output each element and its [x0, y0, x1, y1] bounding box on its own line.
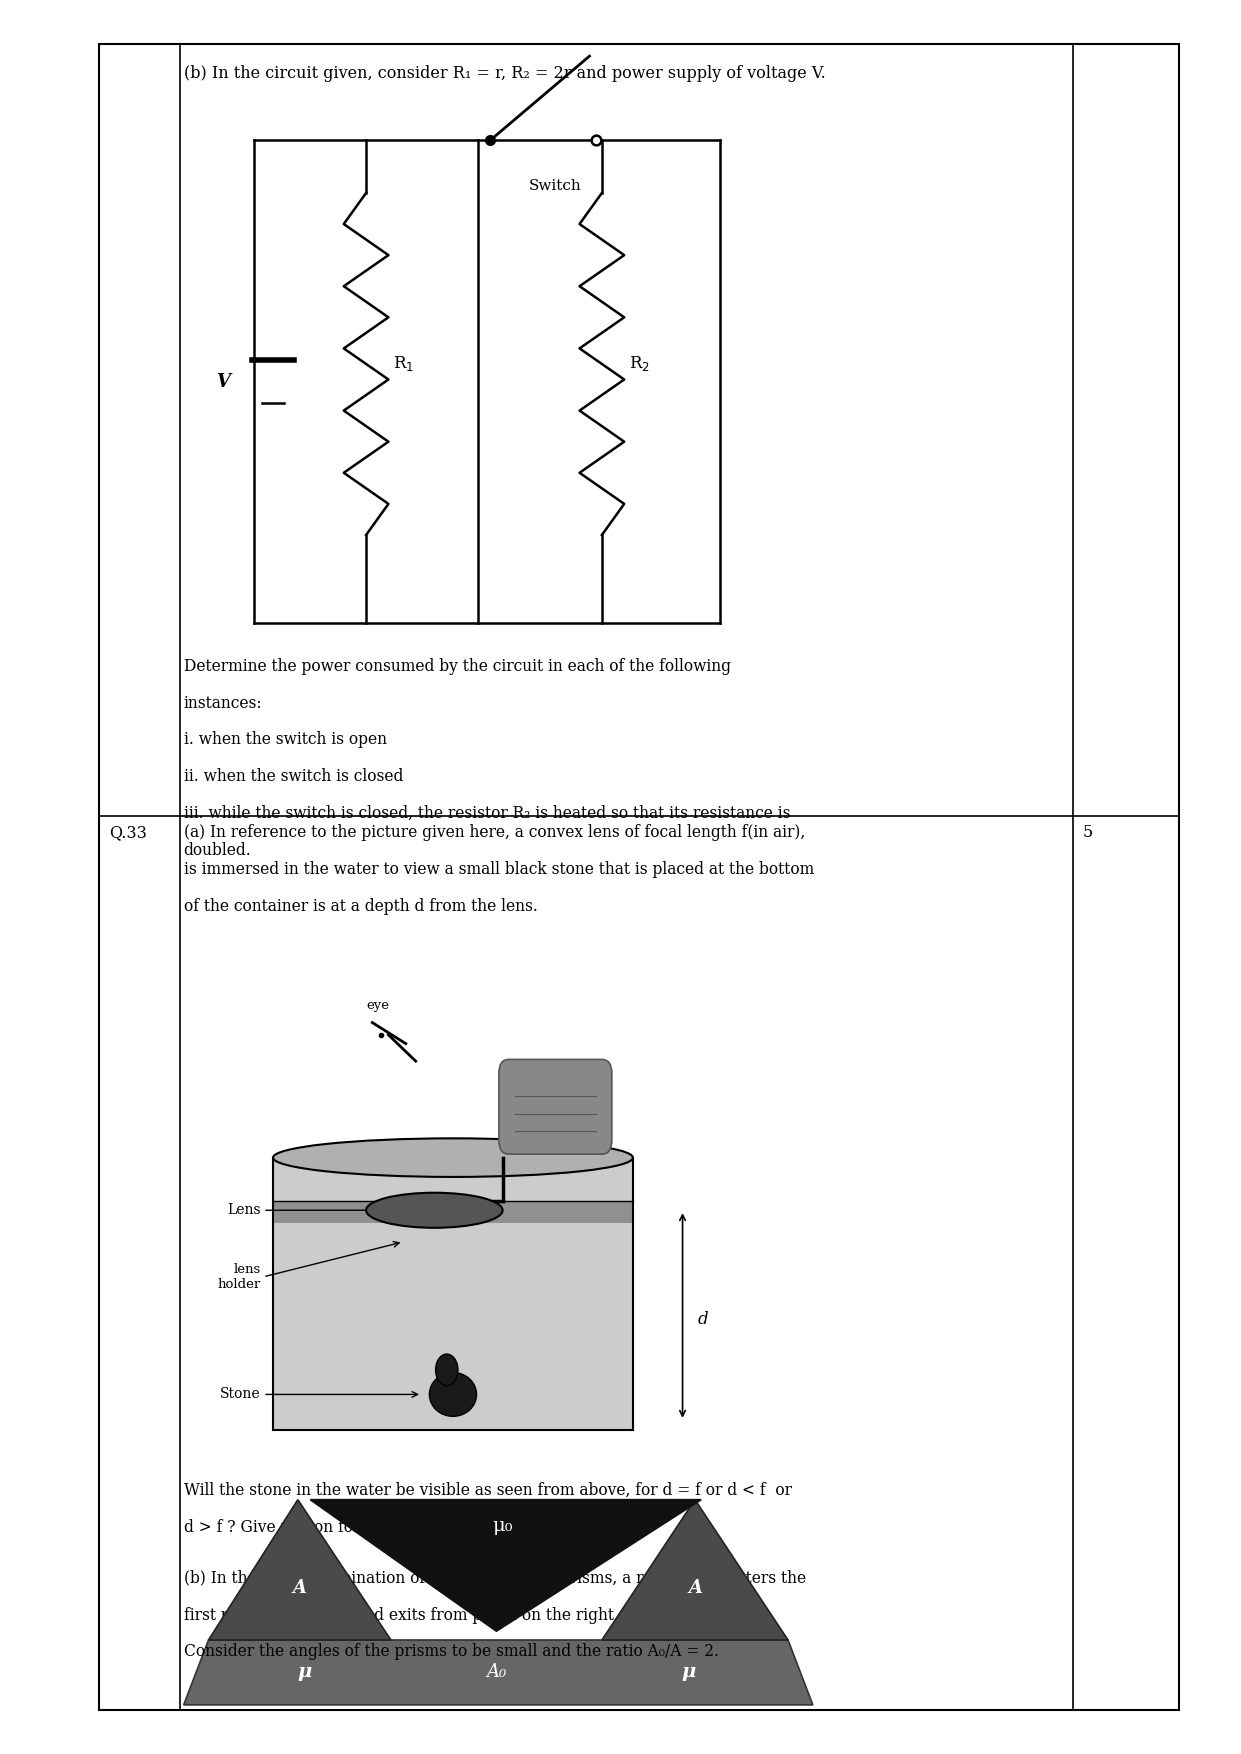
Text: Switch: Switch	[529, 179, 582, 193]
Text: of the container is at a depth d from the lens.: of the container is at a depth d from th…	[184, 898, 537, 916]
Text: μ₀: μ₀	[493, 1517, 513, 1535]
Text: iii. while the switch is closed, the resistor R₂ is heated so that its resistanc: iii. while the switch is closed, the res…	[184, 805, 791, 823]
FancyBboxPatch shape	[499, 1059, 612, 1154]
Ellipse shape	[436, 1354, 458, 1386]
FancyBboxPatch shape	[99, 44, 1179, 1710]
Polygon shape	[184, 1640, 813, 1705]
Text: ii. when the switch is closed: ii. when the switch is closed	[184, 768, 403, 786]
Ellipse shape	[273, 1138, 633, 1177]
FancyBboxPatch shape	[273, 1201, 633, 1223]
FancyBboxPatch shape	[273, 1158, 633, 1430]
Text: Will the stone in the water be visible as seen from above, for d = f or d < f  o: Will the stone in the water be visible a…	[184, 1482, 792, 1500]
Text: Consider the angles of the prisms to be small and the ratio A₀/A = 2.: Consider the angles of the prisms to be …	[184, 1643, 719, 1661]
Text: is immersed in the water to view a small black stone that is placed at the botto: is immersed in the water to view a small…	[184, 861, 814, 879]
Text: instances:: instances:	[184, 695, 262, 712]
Polygon shape	[602, 1500, 788, 1640]
Text: μ: μ	[681, 1663, 696, 1682]
Text: V: V	[216, 374, 230, 391]
Text: Q.33: Q.33	[109, 824, 148, 842]
Text: μ: μ	[297, 1663, 311, 1682]
Polygon shape	[310, 1500, 701, 1631]
Text: first prism on the left and exits from prism on the right after refraction.: first prism on the left and exits from p…	[184, 1607, 743, 1624]
Text: lens
holder: lens holder	[217, 1263, 261, 1291]
Text: eye: eye	[366, 1000, 390, 1012]
Text: d: d	[697, 1312, 709, 1328]
Text: R$_2$: R$_2$	[629, 354, 650, 374]
Ellipse shape	[366, 1193, 503, 1228]
Text: (b) In the circuit given, consider R₁ = r, R₂ = 2r and power supply of voltage V: (b) In the circuit given, consider R₁ = …	[184, 65, 825, 82]
Text: doubled.: doubled.	[184, 842, 252, 859]
Text: (a) In reference to the picture given here, a convex lens of focal length f(in a: (a) In reference to the picture given he…	[184, 824, 805, 842]
Text: R$_1$: R$_1$	[393, 354, 414, 374]
Text: Lens: Lens	[227, 1203, 261, 1217]
Text: A: A	[688, 1579, 702, 1596]
Text: i. when the switch is open: i. when the switch is open	[184, 731, 387, 749]
Text: d > f ? Give reason for your answer.: d > f ? Give reason for your answer.	[184, 1519, 465, 1537]
Text: Stone: Stone	[220, 1387, 261, 1401]
Polygon shape	[208, 1500, 391, 1640]
Text: A: A	[292, 1579, 307, 1596]
Ellipse shape	[429, 1372, 477, 1417]
Text: A₀: A₀	[486, 1663, 506, 1682]
Text: 5: 5	[1082, 824, 1092, 842]
Text: (b) In the given combination of three triangular prisms, a ray of light enters t: (b) In the given combination of three tr…	[184, 1570, 805, 1587]
Text: Determine the power consumed by the circuit in each of the following: Determine the power consumed by the circ…	[184, 658, 731, 675]
